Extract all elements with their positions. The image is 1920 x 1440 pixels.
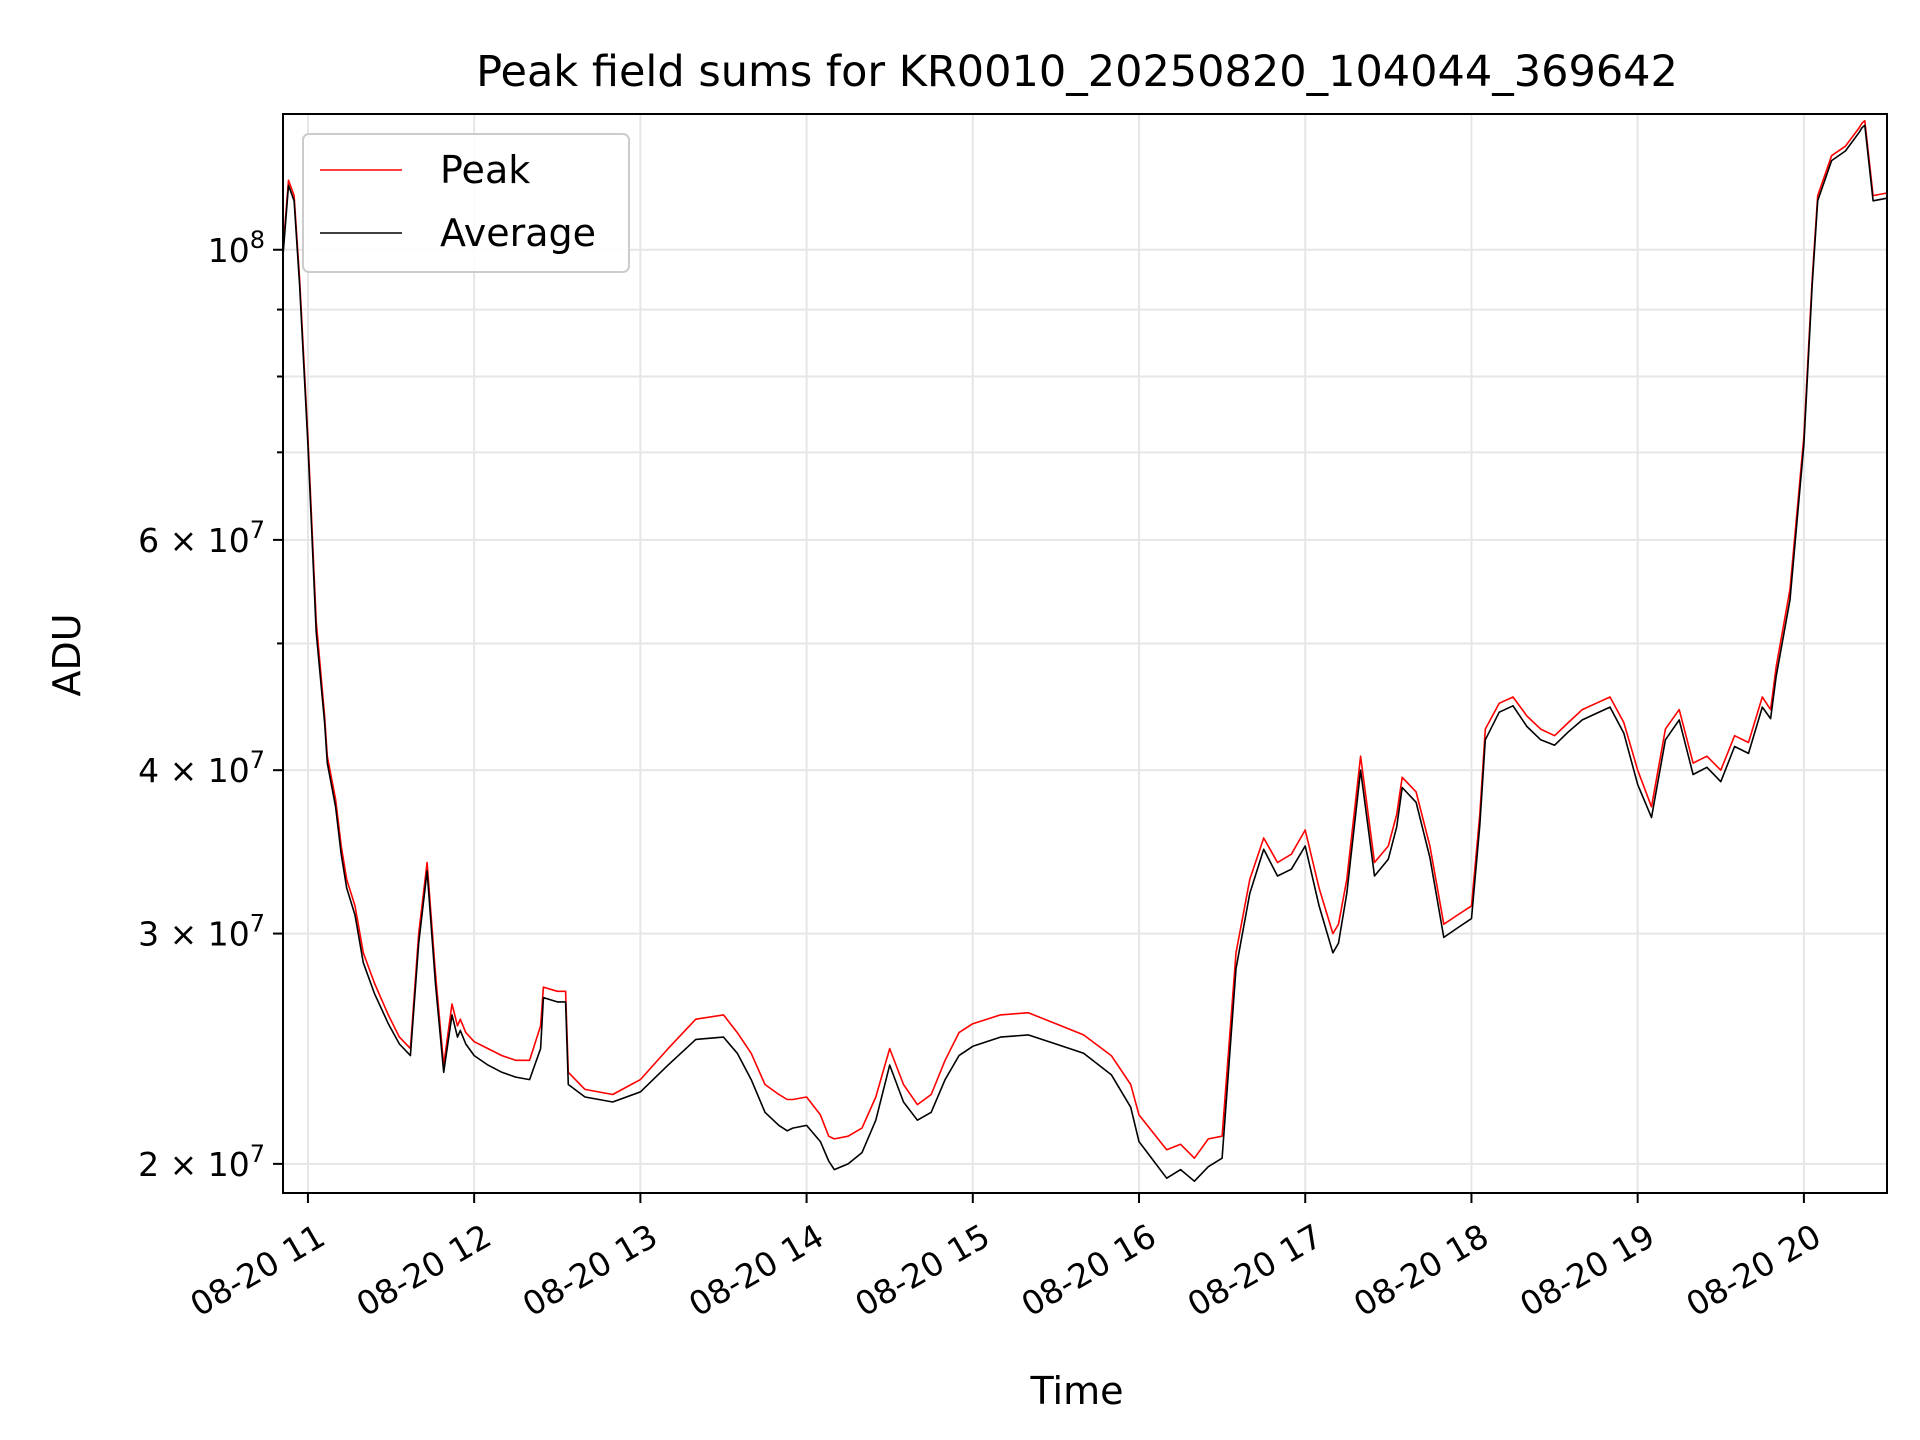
y-axis-label: ADU [45, 613, 89, 696]
legend-label-average: Average [440, 211, 596, 255]
legend-box [302, 133, 630, 273]
series-line-average [282, 124, 1888, 1182]
y-tick-label: 6 × 107 [138, 516, 265, 560]
plot-frame [282, 113, 1888, 1194]
x-axis-label: Time [1030, 1369, 1124, 1413]
grid [283, 114, 1887, 1193]
plot-series [282, 119, 1888, 1182]
y-tick-labels: 2 × 107 3 × 107 4 × 107 6 × 107 108 [138, 226, 265, 1184]
series-line-peak [282, 119, 1888, 1159]
axis-ticks [273, 248, 1805, 1203]
y-tick-label: 108 [208, 226, 265, 270]
y-tick-label: 4 × 107 [138, 746, 265, 790]
chart-title: Peak field sums for KR0010_20250820_1040… [476, 47, 1678, 97]
legend: Peak Average [302, 133, 630, 273]
legend-label-peak: Peak [440, 148, 530, 192]
y-tick-label: 2 × 107 [138, 1140, 265, 1184]
y-tick-label: 3 × 107 [138, 910, 265, 954]
